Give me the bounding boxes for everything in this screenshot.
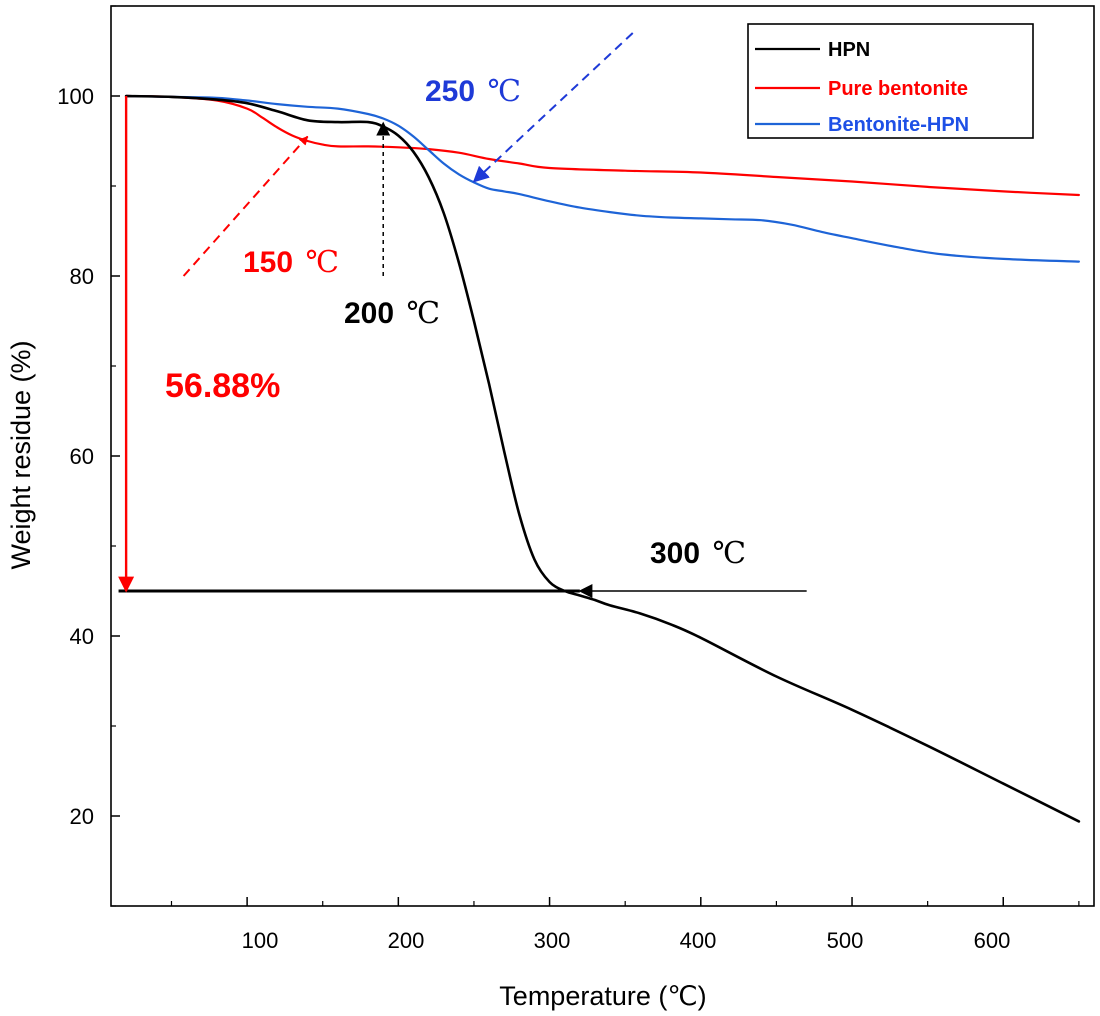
y-tick-labels: 20 40 60 80 100 [57, 84, 94, 829]
x-tick-label: 500 [827, 928, 864, 953]
series-line-hpn [124, 94, 1081, 823]
annotation-200c-unit: ℃ [407, 296, 441, 331]
series-layer [124, 94, 1081, 823]
annotation-300c-unit: ℃ [713, 536, 747, 571]
y-tick-label: 20 [70, 804, 94, 829]
legend-label-hpn: HPN [828, 39, 870, 61]
annotation-200c-value: 200 [344, 297, 394, 330]
series-line-bentonite-hpn [125, 94, 1080, 263]
y-tick-label: 100 [57, 84, 94, 109]
annotation-300c: 300 ℃ [650, 536, 746, 571]
axis-ticks [111, 5, 1080, 907]
x-tick-label: 100 [242, 928, 279, 953]
annotation-150c-value: 150 [243, 246, 293, 279]
legend: HPN Pure bentonite Bentonite-HPN [747, 23, 1034, 139]
y-tick-label: 80 [70, 264, 94, 289]
annotation-150c: 150 ℃ [243, 245, 339, 280]
x-tick-label: 600 [974, 928, 1011, 953]
x-tick-label: 200 [388, 928, 425, 953]
annotation-300c-value: 300 [650, 537, 700, 570]
x-tick-label: 300 [534, 928, 571, 953]
y-axis-title: Weight residue (%) [6, 340, 36, 569]
annotation-150c-unit: ℃ [306, 245, 340, 280]
annotation-250c: 250 ℃ [425, 74, 521, 109]
annotation-200c: 200 ℃ [344, 296, 440, 331]
legend-box [747, 23, 1034, 139]
annotation-mass-loss: 56.88% [165, 367, 280, 405]
annotation-250c-unit: ℃ [488, 74, 522, 109]
x-axis-title: Temperature (℃) [499, 981, 706, 1011]
y-tick-label: 40 [70, 624, 94, 649]
plot-frame [110, 5, 1095, 907]
arrow-150c [182, 135, 309, 277]
annotation-layer [118, 32, 807, 598]
legend-label-pure-bentonite: Pure bentonite [828, 78, 968, 100]
annotation-250c-value: 250 [425, 75, 475, 108]
legend-label-bentonite-hpn: Bentonite-HPN [828, 114, 969, 136]
y-tick-label: 60 [70, 444, 94, 469]
arrow-250c [472, 32, 634, 183]
x-tick-label: 400 [680, 928, 717, 953]
x-tick-labels: 100 200 300 400 500 600 [242, 928, 1011, 953]
